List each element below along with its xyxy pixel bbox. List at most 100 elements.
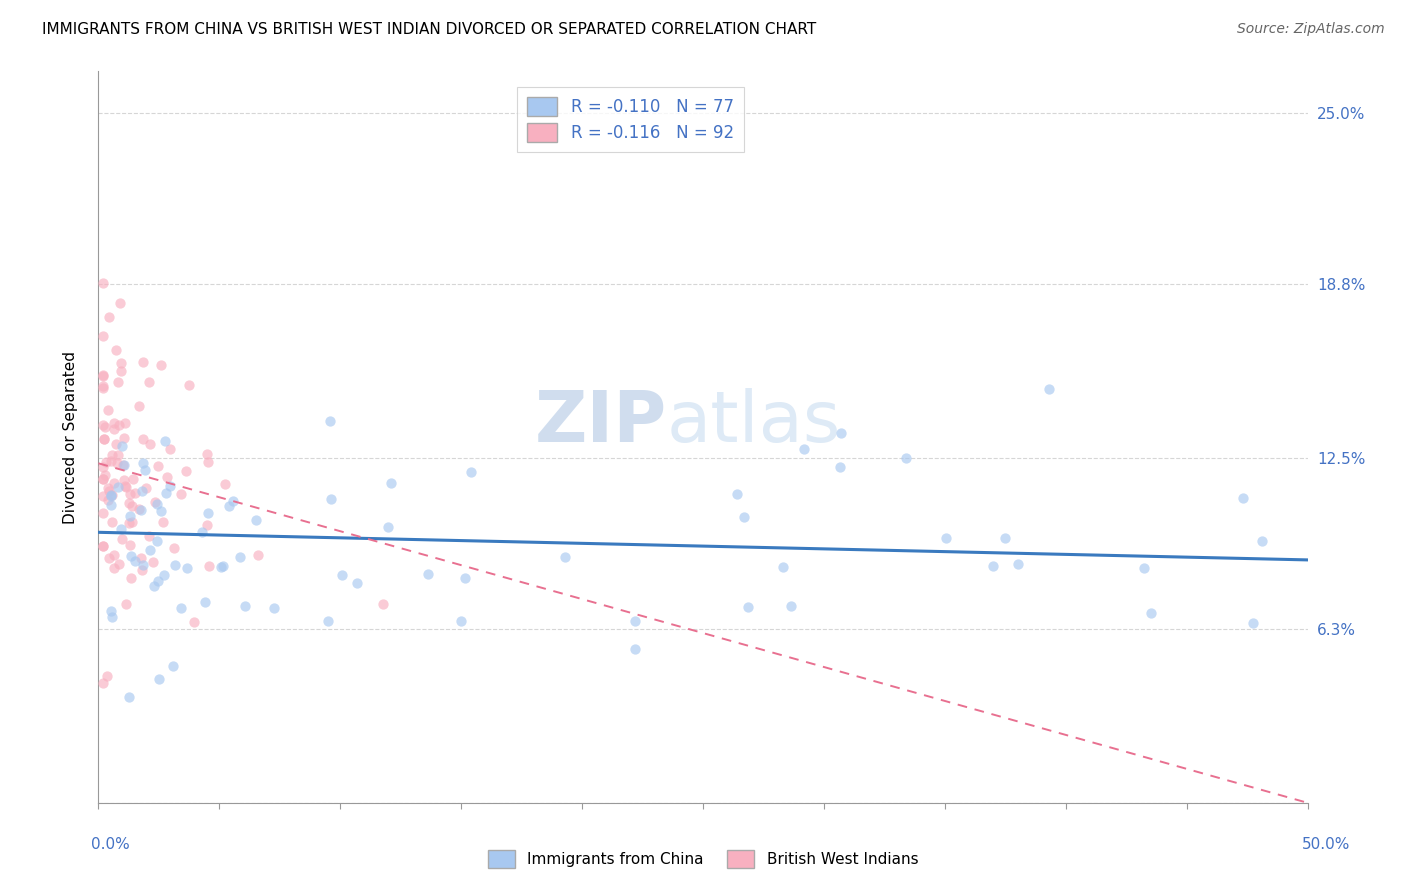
Point xyxy=(214,477,236,491)
Point xyxy=(371,597,394,611)
Point xyxy=(828,459,851,474)
Point xyxy=(155,434,177,448)
Point xyxy=(124,486,146,500)
Point xyxy=(624,642,647,657)
Point xyxy=(107,557,129,571)
Point xyxy=(155,485,177,500)
Point xyxy=(107,480,129,494)
Point xyxy=(91,368,114,383)
Point xyxy=(450,614,472,628)
Point xyxy=(91,368,114,382)
Point xyxy=(111,532,134,546)
Point xyxy=(152,515,174,529)
Point xyxy=(737,599,759,614)
Point xyxy=(103,476,125,491)
Point xyxy=(198,559,221,574)
Point xyxy=(152,567,174,582)
Point xyxy=(162,658,184,673)
Point xyxy=(218,499,240,513)
Point xyxy=(139,542,162,557)
Point xyxy=(245,513,267,527)
Point xyxy=(195,447,218,461)
Point xyxy=(112,458,135,473)
Point xyxy=(112,431,135,445)
Point xyxy=(100,604,122,618)
Point xyxy=(146,458,169,473)
Point xyxy=(118,509,141,524)
Point xyxy=(107,376,129,390)
Point xyxy=(132,355,155,369)
Point xyxy=(134,463,156,477)
Point xyxy=(111,458,134,473)
Point xyxy=(165,558,187,572)
Point xyxy=(994,532,1017,546)
Point xyxy=(91,472,114,486)
Text: 0.0%: 0.0% xyxy=(91,838,131,852)
Point xyxy=(174,464,197,478)
Text: 50.0%: 50.0% xyxy=(1302,838,1350,852)
Point xyxy=(132,456,155,470)
Point xyxy=(142,556,165,570)
Point xyxy=(624,614,647,628)
Text: atlas: atlas xyxy=(666,388,841,457)
Point xyxy=(97,492,120,507)
Point xyxy=(418,567,440,582)
Point xyxy=(91,676,114,690)
Y-axis label: Divorced or Separated: Divorced or Separated xyxy=(63,351,77,524)
Point xyxy=(107,448,129,462)
Point xyxy=(159,478,181,492)
Point xyxy=(118,516,141,530)
Point xyxy=(143,495,166,509)
Point xyxy=(110,364,132,378)
Point xyxy=(163,541,186,556)
Point xyxy=(1038,382,1060,396)
Legend: R = -0.110   N = 77, R = -0.116   N = 92: R = -0.110 N = 77, R = -0.116 N = 92 xyxy=(517,87,744,153)
Point xyxy=(145,497,167,511)
Point xyxy=(104,437,127,451)
Point xyxy=(319,492,342,507)
Point xyxy=(93,539,115,553)
Point xyxy=(229,549,252,564)
Point xyxy=(197,506,219,520)
Point xyxy=(149,358,172,372)
Point xyxy=(733,510,755,524)
Point xyxy=(104,343,127,358)
Point xyxy=(1232,491,1254,505)
Point xyxy=(247,548,270,562)
Point xyxy=(129,503,152,517)
Point xyxy=(211,559,233,574)
Point xyxy=(156,469,179,483)
Point xyxy=(114,480,136,494)
Point xyxy=(793,442,815,457)
Point xyxy=(101,516,124,530)
Point xyxy=(91,460,114,475)
Point xyxy=(330,568,353,582)
Point xyxy=(454,571,477,585)
Point xyxy=(772,560,794,574)
Point xyxy=(143,579,166,593)
Point xyxy=(91,539,114,553)
Point xyxy=(100,454,122,468)
Point xyxy=(150,504,173,518)
Point xyxy=(103,561,125,575)
Point xyxy=(91,379,114,393)
Point xyxy=(100,448,122,462)
Point xyxy=(380,475,402,490)
Point xyxy=(981,558,1004,573)
Point xyxy=(103,548,125,562)
Point xyxy=(114,417,136,431)
Point xyxy=(91,473,114,487)
Text: IMMIGRANTS FROM CHINA VS BRITISH WEST INDIAN DIVORCED OR SEPARATED CORRELATION C: IMMIGRANTS FROM CHINA VS BRITISH WEST IN… xyxy=(42,22,817,37)
Point xyxy=(91,276,114,290)
Point xyxy=(91,329,114,343)
Point xyxy=(124,554,146,568)
Point xyxy=(169,487,191,501)
Point xyxy=(112,473,135,487)
Point xyxy=(780,599,803,614)
Point xyxy=(115,597,138,611)
Point xyxy=(935,532,957,546)
Point xyxy=(114,479,136,493)
Point xyxy=(96,669,118,683)
Point xyxy=(139,437,162,451)
Point xyxy=(93,468,115,483)
